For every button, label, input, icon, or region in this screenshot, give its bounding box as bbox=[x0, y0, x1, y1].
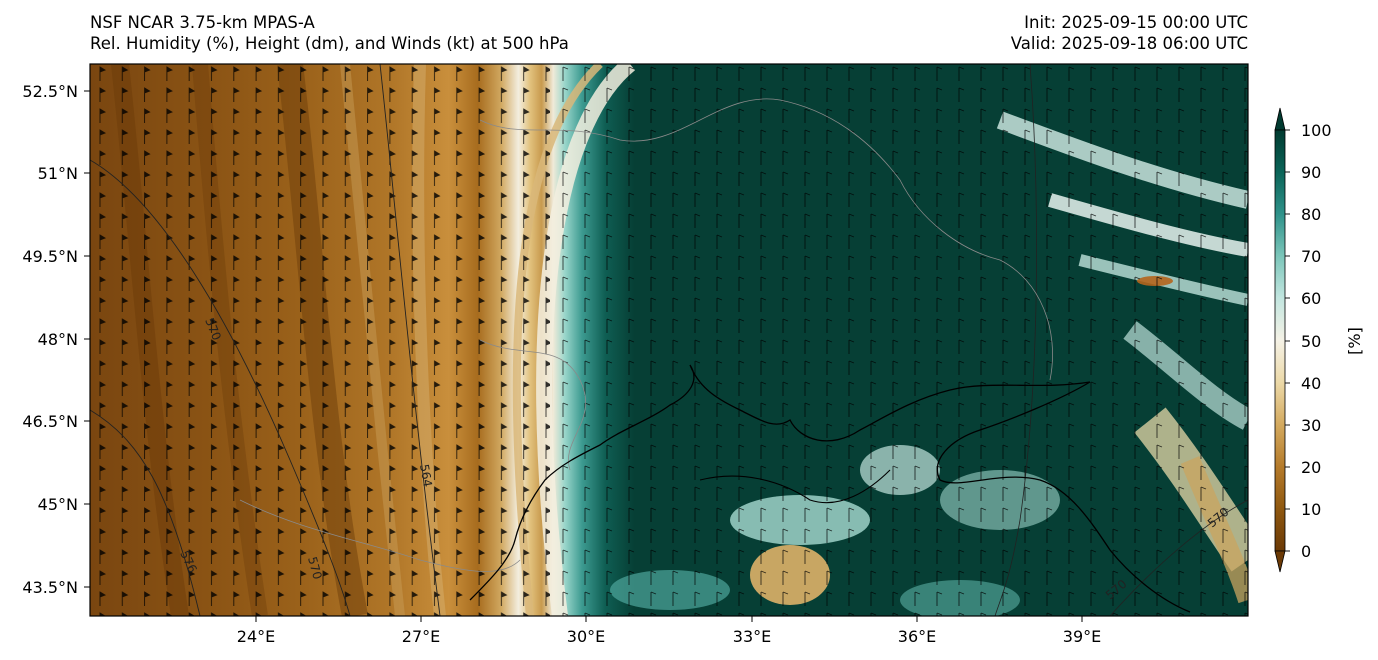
lat-tick-label: 49.5°N bbox=[22, 247, 78, 266]
model-title: NSF NCAR 3.75-km MPAS-A bbox=[90, 13, 315, 32]
cbar-tick-label: 70 bbox=[1301, 247, 1321, 266]
height-contour bbox=[1109, 499, 1248, 616]
lon-tick-label: 33°E bbox=[733, 627, 771, 646]
coastline bbox=[469, 364, 1191, 613]
country-border bbox=[239, 499, 521, 572]
title-block: NSF NCAR 3.75-km MPAS-A Rel. Humidity (%… bbox=[90, 12, 569, 54]
cbar-tick-label: 10 bbox=[1301, 500, 1321, 519]
init-time: Init: 2025-09-15 00:00 UTC bbox=[1024, 13, 1248, 32]
wind-barbs-east bbox=[550, 64, 1248, 616]
cbar-tick-label: 40 bbox=[1301, 374, 1321, 393]
cbar-min-arrow bbox=[1274, 550, 1286, 573]
country-border bbox=[479, 339, 586, 471]
coastline-crimea bbox=[699, 469, 891, 504]
cbar-tick-label: 50 bbox=[1301, 332, 1321, 351]
lat-tick-label: 51°N bbox=[38, 164, 78, 183]
field-title: Rel. Humidity (%), Height (dm), and Wind… bbox=[90, 34, 569, 53]
map-area bbox=[90, 64, 1248, 616]
lat-tick-label: 45°N bbox=[38, 495, 78, 514]
lon-axis: 24°E 27°E 30°E 33°E 36°E 39°E bbox=[237, 616, 1101, 646]
lat-axis: 52.5°N 51°N 49.5°N 48°N 46.5°N 45°N 43.5… bbox=[22, 82, 90, 597]
lat-tick-label: 52.5°N bbox=[22, 82, 78, 101]
cbar-tick-label: 60 bbox=[1301, 289, 1321, 308]
cbar-max-arrow bbox=[1274, 107, 1286, 131]
lon-tick-label: 27°E bbox=[402, 627, 440, 646]
lat-tick-label: 46.5°N bbox=[22, 412, 78, 431]
height-contour bbox=[379, 64, 441, 616]
colorbar: 0 10 20 30 40 50 60 70 80 90 100 [%] bbox=[1274, 107, 1364, 573]
cbar-tick-label: 0 bbox=[1301, 542, 1311, 561]
time-block: Init: 2025-09-15 00:00 UTC Valid: 2025-0… bbox=[1011, 12, 1248, 54]
map-frame bbox=[89, 63, 1249, 617]
contour-label: 564 bbox=[417, 463, 435, 488]
height-contour bbox=[994, 64, 1037, 616]
valid-time: Valid: 2025-09-18 06:00 UTC bbox=[1010, 34, 1248, 53]
cbar-bar bbox=[1274, 129, 1286, 552]
cbar-tick-label: 80 bbox=[1301, 205, 1321, 224]
cbar-tick-label: 90 bbox=[1301, 163, 1321, 182]
cbar-tick-label: 20 bbox=[1301, 458, 1321, 477]
lon-tick-label: 39°E bbox=[1063, 627, 1101, 646]
lat-tick-label: 43.5°N bbox=[22, 578, 78, 597]
lon-tick-label: 24°E bbox=[237, 627, 275, 646]
height-contour bbox=[90, 409, 201, 616]
contour-label: 570 bbox=[305, 555, 324, 581]
lon-tick-label: 36°E bbox=[898, 627, 936, 646]
cbar-tick-label: 30 bbox=[1301, 416, 1321, 435]
lon-tick-label: 30°E bbox=[567, 627, 605, 646]
contour-labels: 570 564 576 570 570 570 bbox=[177, 316, 1231, 602]
cbar-tick-label: 100 bbox=[1301, 121, 1332, 140]
wind-barbs-west bbox=[90, 64, 550, 616]
height-contour bbox=[90, 159, 351, 616]
cbar-unit-label: [%] bbox=[1345, 327, 1364, 355]
lat-tick-label: 48°N bbox=[38, 330, 78, 349]
country-border bbox=[479, 98, 1053, 381]
